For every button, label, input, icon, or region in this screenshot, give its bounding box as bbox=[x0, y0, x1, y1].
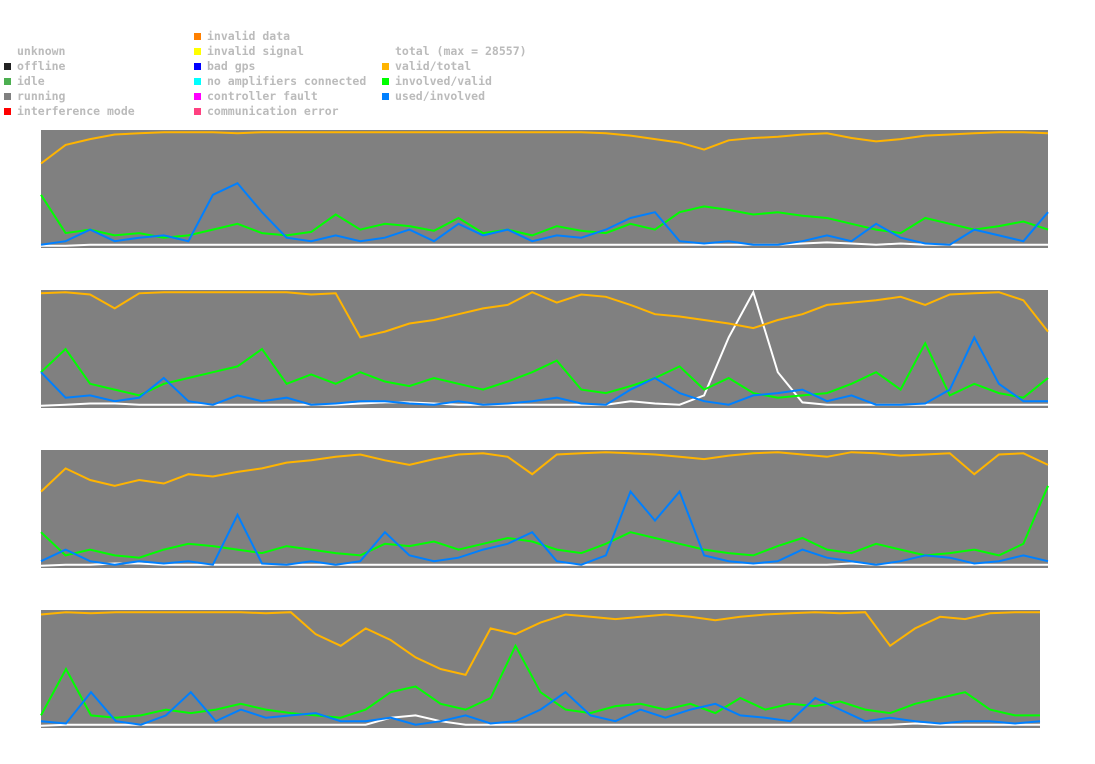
legend-item: running bbox=[4, 89, 135, 104]
legend-swatch bbox=[382, 78, 389, 85]
legend-label: no amplifiers connected bbox=[207, 74, 367, 88]
panel-1-series-valid-per-total bbox=[40, 131, 1049, 165]
legend-item: communication error bbox=[194, 104, 366, 119]
panel-2-series-used-per-involved bbox=[40, 335, 1048, 406]
legend-swatch bbox=[4, 78, 11, 85]
panel-3-series-used-per-involved bbox=[40, 489, 1049, 566]
panel-4-series-used-per-involved bbox=[40, 690, 1041, 726]
panel-1-series-involved-per-valid bbox=[40, 194, 1049, 239]
legend-swatch bbox=[382, 93, 389, 100]
panel-2-running-background bbox=[41, 290, 1048, 408]
legend-swatch bbox=[382, 48, 389, 55]
legend-label: valid/total bbox=[395, 59, 472, 73]
panel-4-running-background bbox=[41, 610, 1040, 728]
panel-2-series-valid-per-total bbox=[40, 291, 1049, 339]
panel-4-series-valid-per-total bbox=[40, 611, 1040, 676]
panel-4-series-total bbox=[40, 714, 1040, 727]
legend-label: bad gps bbox=[207, 59, 256, 73]
legend-label: running bbox=[17, 89, 66, 103]
legend-label: involved/valid bbox=[395, 74, 492, 88]
legend-label: idle bbox=[17, 74, 45, 88]
legend-status: unknown offline idle running interference mo… bbox=[4, 44, 135, 119]
legend-item: valid/total bbox=[382, 59, 527, 74]
legend-label: invalid data bbox=[207, 29, 291, 43]
legend-swatch bbox=[194, 93, 201, 100]
legend-label: communication error bbox=[207, 104, 339, 118]
legend-swatch bbox=[194, 48, 201, 55]
legend-item: idle bbox=[4, 74, 135, 89]
legend-label: used/involved bbox=[395, 89, 486, 103]
legend-swatch bbox=[4, 108, 11, 115]
legend-label: invalid signal bbox=[207, 44, 304, 58]
legend-swatch bbox=[4, 93, 11, 100]
legend-label: interference mode bbox=[17, 104, 135, 118]
panel-3-series-valid-per-total bbox=[40, 451, 1049, 493]
legend-item: interference mode bbox=[4, 104, 135, 119]
panel-2-series-involved-per-valid bbox=[40, 340, 1049, 399]
panel-1-series-used-per-involved bbox=[40, 181, 1049, 246]
legend-swatch bbox=[194, 33, 201, 40]
legend-errors: invalid data invalid signal bad gps no ampl… bbox=[194, 29, 366, 119]
legend-ratios: total (max = 28557) valid/total involved/v… bbox=[382, 44, 527, 104]
panel-1-running-background bbox=[41, 130, 1048, 248]
legend-item: involved/valid bbox=[382, 74, 527, 89]
legend-item: invalid data bbox=[194, 29, 366, 44]
legend-item: invalid signal bbox=[194, 44, 366, 59]
legend-item: bad gps bbox=[194, 59, 366, 74]
legend-label: controller fault bbox=[207, 89, 318, 103]
legend-item: total (max = 28557) bbox=[382, 44, 527, 59]
panel-1-series-total bbox=[41, 241, 1048, 247]
legend-swatch bbox=[194, 78, 201, 85]
legend-swatch bbox=[4, 63, 11, 70]
legend-item: controller fault bbox=[194, 89, 366, 104]
legend-swatch bbox=[382, 63, 389, 70]
legend-swatch bbox=[194, 108, 201, 115]
legend-swatch bbox=[194, 63, 201, 70]
legend-item: used/involved bbox=[382, 89, 527, 104]
legend-item: unknown bbox=[4, 44, 135, 59]
panel-3-series-total bbox=[40, 562, 1048, 567]
legend-item: no amplifiers connected bbox=[194, 74, 366, 89]
legend-item: offline bbox=[4, 59, 135, 74]
legend-label: unknown bbox=[17, 44, 66, 58]
panel-3-running-background bbox=[41, 450, 1048, 568]
legend-label: total (max = 28557) bbox=[395, 44, 527, 58]
legend-label: offline bbox=[17, 59, 66, 73]
legend-swatch bbox=[4, 48, 11, 55]
